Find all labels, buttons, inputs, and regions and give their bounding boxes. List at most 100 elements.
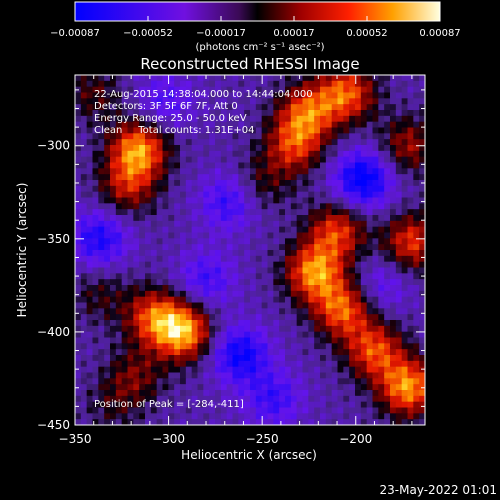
heatmap-cell <box>220 372 228 379</box>
heatmap-cell <box>133 290 140 298</box>
heatmap-cell <box>104 261 111 268</box>
heatmap-cell <box>395 384 403 391</box>
heatmap-cell <box>308 110 315 117</box>
heatmap-cell <box>127 86 134 93</box>
heatmap-cell <box>86 360 93 368</box>
heatmap-cell <box>279 244 286 251</box>
heatmap-cell <box>174 401 181 408</box>
heatmap-cell <box>238 244 245 251</box>
heatmap-cell <box>401 290 408 298</box>
heatmap-cell <box>366 162 373 169</box>
heatmap-cell <box>139 331 146 338</box>
heatmap-cell <box>156 290 163 298</box>
heatmap-cell <box>191 390 198 397</box>
heatmap-cell <box>121 267 128 274</box>
heatmap-cell <box>226 331 233 338</box>
heatmap-cell <box>267 162 274 169</box>
heatmap-cell <box>267 197 274 204</box>
heatmap-cell <box>168 401 175 408</box>
heatmap-cell <box>349 320 356 327</box>
heatmap-cell <box>145 86 152 93</box>
heatmap-cell <box>419 220 425 228</box>
heatmap-cell <box>337 215 344 222</box>
heatmap-cell <box>337 232 344 239</box>
heatmap-cell <box>121 104 128 111</box>
heatmap-cell <box>366 238 373 245</box>
heatmap-cell <box>139 308 146 315</box>
heatmap-cell <box>261 180 268 187</box>
heatmap-cell <box>413 104 420 111</box>
heatmap-cell <box>314 174 321 181</box>
heatmap-cell <box>203 261 210 268</box>
heatmap-cell <box>372 378 379 385</box>
heatmap-cell <box>226 203 233 210</box>
heatmap-cell <box>250 121 257 128</box>
heatmap-cell <box>215 220 222 228</box>
heatmap-cell <box>360 337 368 344</box>
heatmap-cell <box>320 191 327 198</box>
heatmap-cell <box>215 372 222 379</box>
heatmap-cell <box>150 156 158 163</box>
heatmap-cell <box>343 127 350 134</box>
heatmap-cell <box>162 261 169 268</box>
heatmap-cell <box>360 150 368 158</box>
heatmap-cell <box>180 80 187 88</box>
heatmap-cell <box>296 232 303 239</box>
heatmap-cell <box>273 302 280 309</box>
heatmap-cell <box>343 209 350 216</box>
heatmap-cell <box>273 366 280 373</box>
heatmap-cell <box>267 360 274 368</box>
heatmap-cell <box>285 302 292 309</box>
heatmap-cell <box>215 104 222 111</box>
heatmap-cell <box>185 185 193 193</box>
heatmap-cell <box>331 285 338 292</box>
heatmap-cell <box>325 296 333 303</box>
heatmap-cell <box>110 331 117 338</box>
heatmap-cell <box>296 320 303 327</box>
heatmap-cell <box>145 337 152 344</box>
heatmap-cell <box>209 121 216 128</box>
heatmap-cell <box>238 314 245 321</box>
colorbar-gradient <box>74 1 441 22</box>
heatmap-cell <box>244 145 251 152</box>
heatmap-cell <box>139 378 146 385</box>
heatmap-cell <box>337 145 344 152</box>
heatmap-cell <box>308 197 315 204</box>
heatmap-cell <box>145 98 152 105</box>
heatmap-cell <box>308 384 315 391</box>
heatmap-cell <box>220 180 228 187</box>
heatmap-cell <box>244 162 251 169</box>
heatmap-cell <box>308 378 315 385</box>
heatmap-cell <box>162 238 169 245</box>
heatmap-cell <box>80 395 88 403</box>
heatmap-cell <box>203 296 210 303</box>
heatmap-cell <box>320 267 327 274</box>
heatmap-cell <box>168 372 175 379</box>
heatmap-cell <box>296 366 303 373</box>
heatmap-cell <box>168 162 175 169</box>
heatmap-cell <box>320 145 327 152</box>
heatmap-cell <box>180 273 187 280</box>
heatmap-cell <box>419 191 425 198</box>
heatmap-cell <box>92 104 99 111</box>
heatmap-cell <box>121 115 128 123</box>
heatmap-cell <box>349 121 356 128</box>
heatmap-cell <box>168 302 175 309</box>
heatmap-cell <box>395 191 403 198</box>
heatmap-cell <box>191 75 198 82</box>
heatmap-cell <box>238 407 245 414</box>
heatmap-cell <box>232 104 239 111</box>
heatmap-cell <box>320 115 327 123</box>
heatmap-cell <box>419 168 425 175</box>
heatmap-cell <box>232 197 239 204</box>
heatmap-cell <box>185 413 193 420</box>
heatmap-cell <box>250 174 257 181</box>
heatmap-cell <box>279 127 286 134</box>
heatmap-cell <box>255 220 263 228</box>
heatmap-cell <box>261 261 268 268</box>
heatmap-cell <box>110 220 117 228</box>
heatmap-cell <box>220 390 228 397</box>
heatmap-cell <box>366 127 373 134</box>
heatmap-cell <box>174 419 181 425</box>
heatmap-cell <box>174 80 181 88</box>
